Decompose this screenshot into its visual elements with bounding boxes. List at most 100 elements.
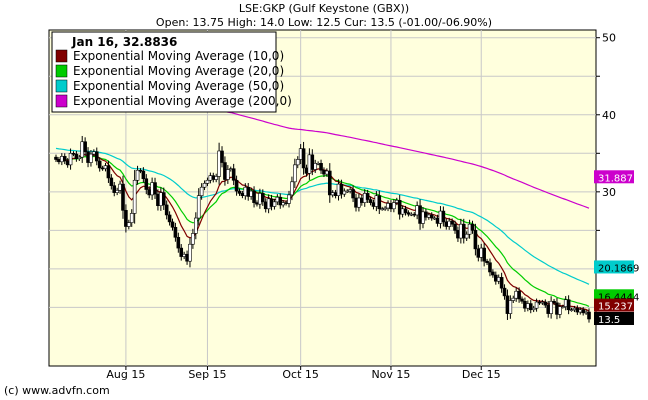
- candle-body: [493, 274, 498, 282]
- candle-body: [74, 153, 79, 159]
- legend-box: Jan 16, 32.8836 Exponential Moving Avera…: [51, 31, 292, 113]
- candle-body: [54, 156, 58, 160]
- candle-body: [528, 303, 533, 311]
- candle-body: [441, 210, 446, 223]
- candle-body: [196, 195, 201, 219]
- candle-body: [499, 277, 504, 289]
- legend-date-value: Jan 16, 32.8836: [71, 35, 177, 49]
- candle-body: [176, 237, 181, 249]
- candle-body: [223, 162, 227, 180]
- candle-body: [496, 277, 501, 282]
- legend-label-ema10: Exponential Moving Average (10,0): [73, 49, 284, 63]
- candle-body: [569, 309, 574, 312]
- y-tick-label: 30: [602, 186, 616, 199]
- candle-body: [205, 179, 210, 184]
- candle-body: [339, 183, 344, 195]
- candle-body: [266, 198, 271, 210]
- candle-body: [534, 301, 539, 309]
- candle-body: [173, 226, 178, 238]
- y-axis: 50 40 30: [596, 32, 616, 308]
- candle-body: [479, 247, 484, 258]
- candle-body: [132, 179, 137, 214]
- candle-body: [295, 159, 300, 166]
- candle-body: [138, 169, 143, 172]
- candle-body: [159, 192, 163, 207]
- candle-body: [357, 197, 361, 208]
- legend-label-ema50: Exponential Moving Average (50,0): [73, 79, 284, 93]
- value-badge-label: 31.8871: [598, 173, 639, 184]
- candle-body: [464, 233, 469, 239]
- candle-body: [194, 217, 198, 234]
- candle-body: [77, 156, 82, 159]
- candle-body: [60, 156, 64, 163]
- candle-body: [220, 150, 224, 163]
- ema-50-line: [55, 147, 590, 285]
- candle-body: [424, 211, 428, 218]
- legend-entry-ema50: Exponential Moving Average (50,0): [55, 79, 284, 93]
- candle-body: [537, 301, 542, 304]
- candle-body: [80, 141, 85, 158]
- candle-body: [237, 190, 242, 194]
- value-badge-label: 16.4444: [598, 292, 639, 303]
- candle-body: [587, 311, 591, 320]
- candle-body: [115, 189, 119, 193]
- candle-body: [234, 179, 239, 192]
- candle-body: [558, 306, 562, 315]
- candle-body: [505, 295, 510, 314]
- legend-entry-ema10: Exponential Moving Average (10,0): [55, 49, 284, 63]
- candle-body: [552, 300, 556, 304]
- legend-swatch-ema50: [55, 79, 68, 93]
- candle-body: [438, 210, 443, 224]
- candle-body: [249, 190, 253, 197]
- candle-body: [400, 208, 405, 215]
- candle-body: [467, 223, 472, 235]
- candle-body: [365, 193, 370, 200]
- candle-body: [217, 150, 221, 177]
- candle-body: [214, 176, 218, 180]
- candle-body: [231, 168, 236, 181]
- candle-body: [150, 182, 154, 196]
- candle-body: [135, 169, 140, 181]
- candle-body: [421, 211, 425, 224]
- candle-body: [307, 154, 312, 174]
- candle-body: [228, 168, 233, 171]
- y-tick-label: 40: [602, 109, 616, 122]
- candle-body: [182, 253, 186, 257]
- legend-swatch-ema10: [55, 49, 68, 63]
- legend-swatch-ema20: [55, 64, 68, 78]
- ema-polyline: [55, 147, 590, 285]
- candle-body: [325, 170, 329, 175]
- candle-body: [127, 222, 131, 227]
- candle-body: [377, 195, 382, 210]
- candle-body: [144, 178, 149, 190]
- candle-body: [284, 202, 288, 204]
- candle-body: [517, 290, 521, 300]
- candle-body: [584, 311, 588, 314]
- candle-body: [444, 221, 449, 227]
- candle-body: [389, 203, 393, 210]
- candle-body: [459, 223, 463, 239]
- candle-body: [432, 217, 437, 220]
- candle-body: [255, 202, 259, 205]
- candle-body: [415, 205, 419, 216]
- candle-body: [112, 185, 117, 193]
- candle-body: [429, 214, 434, 219]
- candle-body: [167, 214, 172, 223]
- candle-body: [450, 220, 454, 225]
- candle-body: [252, 190, 256, 203]
- candle-body: [170, 221, 175, 228]
- candle-body: [92, 151, 96, 155]
- value-badge: [594, 260, 634, 274]
- candle-body: [371, 202, 376, 207]
- candle-body: [310, 154, 315, 170]
- candle-body: [488, 262, 492, 273]
- candle-body: [435, 217, 440, 224]
- value-badge: [594, 311, 634, 325]
- candle-body: [502, 287, 507, 297]
- candle-body: [476, 248, 481, 258]
- y-tick-label: 50: [602, 32, 616, 45]
- candle-body: [523, 300, 527, 309]
- candle-body: [141, 170, 146, 180]
- candle-body: [272, 201, 277, 207]
- candle-body: [392, 202, 396, 210]
